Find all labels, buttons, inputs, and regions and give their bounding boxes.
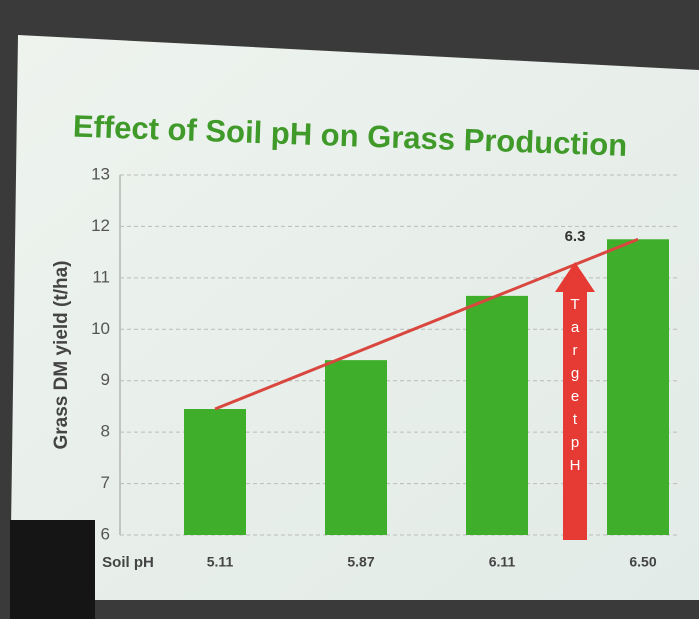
- x-axis-label: Soil pH: [102, 554, 154, 571]
- y-tick-label: 7: [101, 473, 110, 492]
- occluder: [10, 520, 95, 619]
- x-tick-label: 6.11: [489, 554, 516, 570]
- y-tick-label: 9: [101, 370, 110, 389]
- chart: Effect of Soil pH on Grass Production Gr…: [0, 0, 699, 619]
- x-tick-label: 6.50: [629, 554, 656, 570]
- bar: [607, 239, 669, 535]
- page: {"chart_data": {"type": "bar", "title": …: [0, 0, 699, 619]
- y-tick-label: 6: [101, 524, 110, 543]
- x-tick-label: 5.87: [347, 554, 374, 570]
- y-tick-label: 13: [91, 164, 110, 183]
- bar: [184, 409, 246, 535]
- bar: [466, 296, 528, 535]
- y-axis-label: Grass DM yield (t/ha): [51, 261, 72, 450]
- y-tick-label: 10: [91, 319, 110, 338]
- bar: [325, 360, 387, 535]
- target-value-label: 6.3: [565, 228, 586, 245]
- y-tick-label: 11: [92, 267, 110, 286]
- y-tick-label: 8: [101, 422, 110, 441]
- y-tick-label: 12: [91, 216, 110, 235]
- x-tick-label: 5.11: [207, 554, 234, 570]
